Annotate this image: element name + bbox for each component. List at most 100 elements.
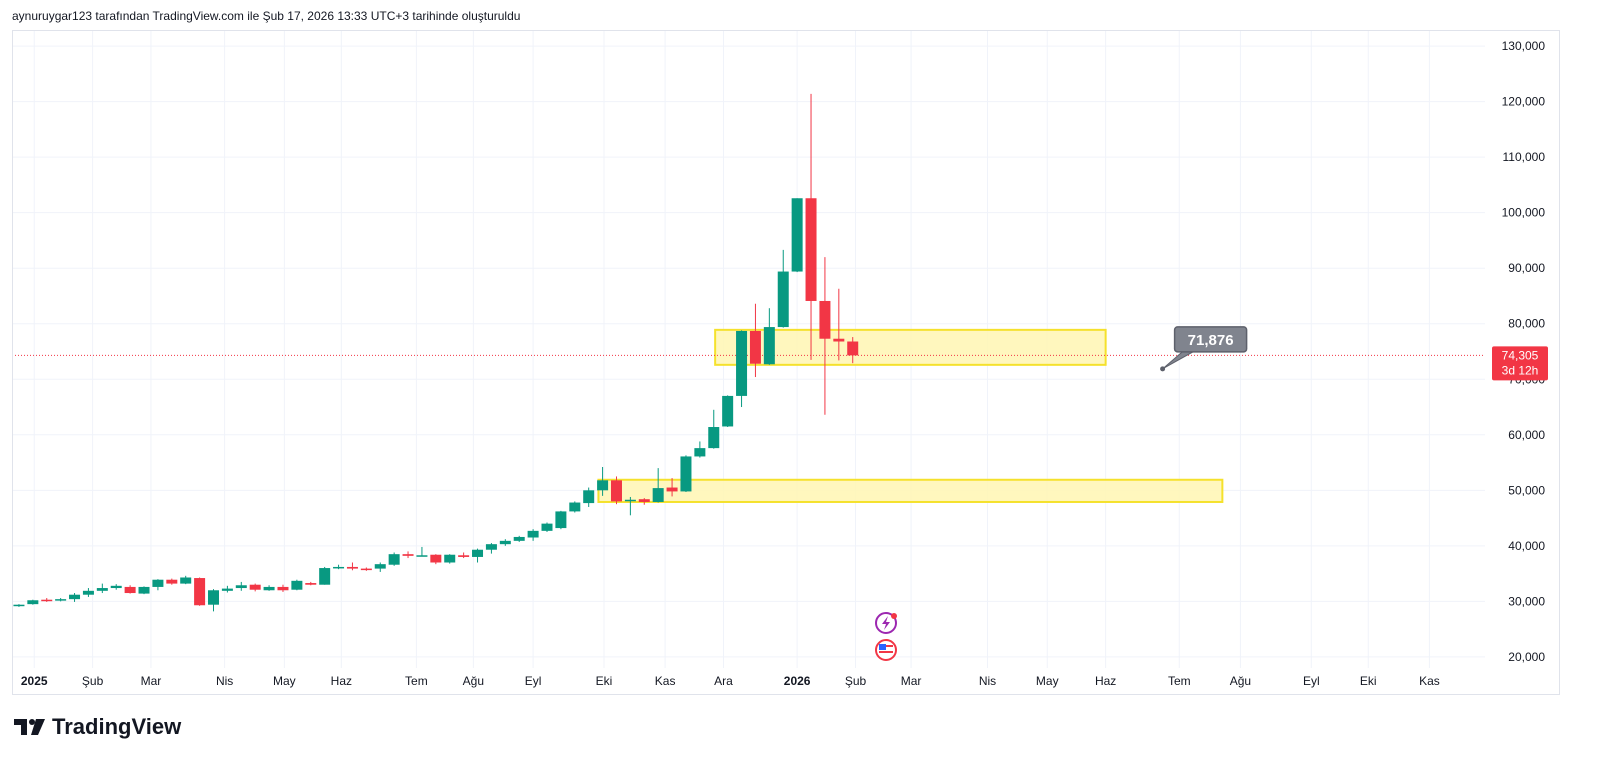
- candle: [833, 288, 845, 361]
- candle-body: [736, 330, 748, 396]
- candle: [96, 583, 108, 594]
- candle-body: [666, 487, 678, 492]
- candle: [569, 501, 581, 513]
- candle: [194, 577, 206, 606]
- support-zone-rect: [597, 478, 1224, 503]
- candle: [680, 455, 692, 492]
- candle: [638, 498, 650, 505]
- price-tick-label: 110,000: [1503, 150, 1546, 164]
- callout-anchor-dot[interactable]: [1160, 366, 1166, 372]
- candle: [402, 551, 414, 559]
- candle: [555, 510, 567, 530]
- candle: [749, 303, 761, 378]
- us-flag-event-icon[interactable]: [875, 639, 897, 661]
- tradingview-logo-icon: [14, 719, 45, 735]
- candle-body: [333, 566, 345, 569]
- candle-body: [194, 578, 206, 606]
- candle-body: [555, 511, 567, 529]
- candle-body: [638, 499, 650, 502]
- time-tick-label: Ağu: [1230, 674, 1251, 688]
- candle-body: [138, 586, 150, 594]
- time-tick-label: Ara: [714, 674, 733, 688]
- candle-body: [805, 198, 817, 301]
- price-tick-label: 80,000: [1508, 317, 1545, 331]
- candle: [235, 581, 247, 591]
- candle-body: [583, 490, 595, 504]
- support-zone-rect: [714, 328, 1107, 366]
- candle: [27, 599, 39, 605]
- candle-body: [652, 488, 664, 502]
- time-axis[interactable]: 2025 Şub Mar Nis May Haz Tem Ağu Eyl Eki Kas Ara 202…: [21, 674, 1440, 688]
- candle-body: [319, 568, 331, 585]
- candle: [472, 548, 484, 563]
- time-tick-label: Nis: [979, 674, 996, 688]
- candle-body: [346, 566, 358, 569]
- candle: [416, 546, 428, 557]
- candle-body: [541, 523, 553, 531]
- candle-body: [388, 554, 400, 565]
- last-price-label: 74,305 3d 12h: [1492, 346, 1548, 381]
- candle: [124, 585, 136, 594]
- candle: [152, 579, 164, 591]
- candle: [305, 581, 317, 586]
- candle-body: [610, 480, 622, 502]
- candle: [513, 535, 525, 542]
- candle-body: [749, 330, 761, 364]
- candle-body: [444, 554, 456, 563]
- tradingview-logo[interactable]: TradingView: [14, 714, 181, 740]
- time-tick-label: Mar: [901, 674, 922, 688]
- candle: [69, 593, 81, 602]
- price-tick-label: 100,000: [1502, 206, 1546, 220]
- candle-body: [499, 540, 511, 545]
- candle-body: [152, 579, 164, 587]
- candle-body: [374, 564, 386, 569]
- candle: [847, 337, 859, 364]
- bar-countdown: 3d 12h: [1502, 363, 1539, 377]
- candle-body: [291, 580, 303, 590]
- candle-body: [166, 579, 178, 584]
- candle-body: [694, 448, 706, 457]
- events-icons[interactable]: [875, 612, 897, 661]
- candle-body: [680, 456, 692, 492]
- candle-body: [305, 583, 317, 585]
- candle-body: [763, 327, 775, 365]
- candle: [597, 466, 609, 496]
- time-tick-label: Kas: [1419, 674, 1440, 688]
- candle-body: [847, 341, 859, 356]
- candle: [166, 578, 178, 585]
- time-tick-label: Nis: [216, 674, 233, 688]
- time-tick-label: Eki: [1360, 674, 1377, 688]
- price-callout-annotation[interactable]: 71,876: [1160, 326, 1248, 372]
- candle-body: [69, 594, 81, 600]
- candle-body: [485, 544, 497, 550]
- candle-body: [55, 599, 67, 601]
- candle-body: [124, 586, 136, 594]
- candle-body: [527, 530, 539, 538]
- candle-body: [402, 554, 414, 556]
- candle-body: [430, 554, 442, 563]
- candle: [263, 585, 275, 591]
- price-tick-label: 20,000: [1508, 650, 1545, 664]
- lightning-event-icon[interactable]: [875, 612, 897, 634]
- candle: [430, 554, 442, 565]
- last-price-value: 74,305: [1502, 348, 1539, 362]
- candle-body: [513, 536, 525, 541]
- chart-frame: [12, 30, 1560, 695]
- support-zones: [597, 328, 1224, 503]
- candle-body: [277, 586, 289, 591]
- candle: [291, 579, 303, 591]
- time-tick-label: Haz: [331, 674, 352, 688]
- candle: [708, 409, 720, 449]
- price-axis[interactable]: 20,00030,00040,00050,00060,00070,00080,0…: [1502, 39, 1546, 664]
- candle-body: [722, 395, 734, 427]
- candle: [541, 522, 553, 532]
- time-tick-label: Ağu: [463, 674, 484, 688]
- candle: [221, 585, 233, 593]
- candle: [41, 598, 53, 602]
- candle-body: [791, 198, 803, 272]
- candle: [207, 589, 219, 612]
- time-tick-label: Tem: [1168, 674, 1191, 688]
- candle-body: [235, 585, 247, 589]
- candle: [819, 257, 831, 415]
